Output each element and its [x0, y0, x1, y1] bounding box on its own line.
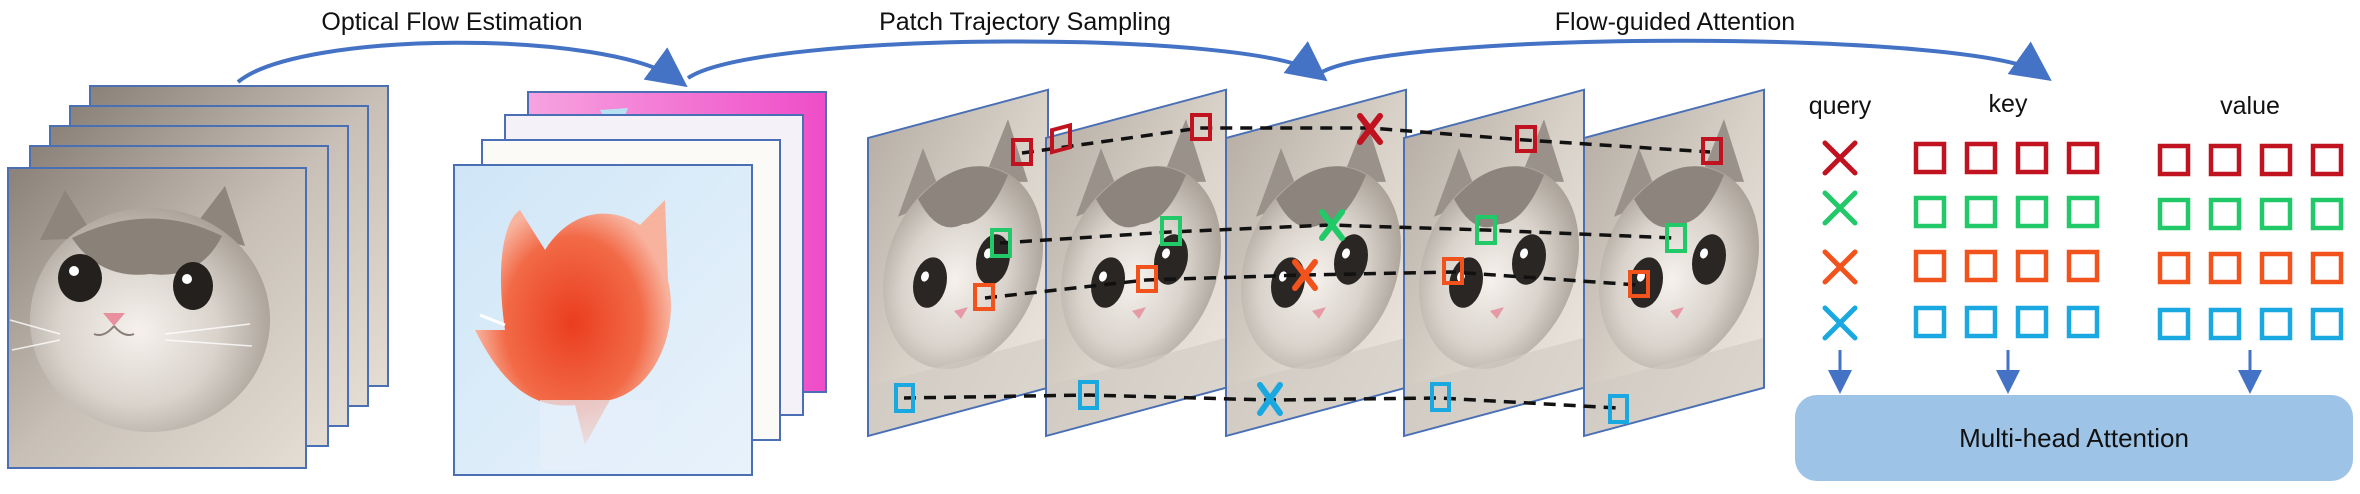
stage-label-trajectory-sampling: Patch Trajectory Sampling [879, 8, 1171, 36]
square-outline-icon [2310, 307, 2344, 341]
square-outline-icon [2259, 197, 2293, 231]
patch-orange [1628, 270, 1650, 298]
square-outline-icon [2066, 249, 2100, 283]
patch-orange [973, 283, 995, 311]
square-outline-icon [2310, 197, 2344, 231]
cross-icon [1257, 382, 1283, 416]
cross-icon [1822, 249, 1858, 285]
trajectory-frame [1045, 88, 1227, 438]
value-grid [2157, 143, 2344, 341]
square-outline-icon [1964, 141, 1998, 175]
square-outline-icon [2157, 251, 2191, 285]
input-frame-stack [7, 85, 389, 469]
patch-blue [1608, 394, 1629, 424]
square-outline-icon [2157, 307, 2191, 341]
square-outline-icon [2310, 143, 2344, 177]
square-outline-icon [2157, 143, 2191, 177]
square-outline-icon [2208, 143, 2242, 177]
square-outline-icon [2259, 307, 2293, 341]
patch-markers [894, 113, 1723, 424]
square-outline-icon [2066, 195, 2100, 229]
cross-icon [1822, 140, 1858, 176]
square-outline-icon [1964, 249, 1998, 283]
patch-orange [1442, 257, 1464, 285]
arrow-flow-attention [1321, 38, 2052, 81]
stage-label-flow-attention: Flow-guided Attention [1555, 8, 1795, 36]
key-grid [1913, 141, 2100, 339]
arrow-trajectory-sampling [686, 39, 1328, 82]
attention-input-arrows [1828, 350, 2262, 394]
patch-green [1160, 216, 1182, 246]
query-crosses [1257, 113, 1383, 416]
patch-red [1515, 125, 1537, 153]
square-outline-icon [2015, 141, 2049, 175]
square-outline-icon [2066, 305, 2100, 339]
cross-icon [1357, 113, 1383, 145]
square-outline-icon [2066, 141, 2100, 175]
cross-icon [1292, 259, 1318, 291]
square-outline-icon [1964, 305, 1998, 339]
multi-head-attention-block: Multi-head Attention [1795, 395, 2353, 481]
square-outline-icon [2259, 251, 2293, 285]
square-outline-icon [1913, 195, 1947, 229]
value-header: value [2220, 92, 2280, 120]
square-outline-icon [2015, 249, 2049, 283]
patch-red [1190, 113, 1212, 141]
square-outline-icon [2157, 197, 2191, 231]
square-outline-icon [2208, 197, 2242, 231]
square-outline-icon [2208, 307, 2242, 341]
square-outline-icon [2015, 305, 2049, 339]
square-outline-icon [1964, 195, 1998, 229]
cross-icon [1822, 305, 1858, 341]
stage-label-flow-estimation: Optical Flow Estimation [321, 8, 582, 36]
patch-squares [1050, 122, 1072, 155]
square-outline-icon [1913, 249, 1947, 283]
square-outline-icon [1913, 141, 1947, 175]
patch-blue [1078, 380, 1099, 410]
patch-blue [1430, 382, 1451, 412]
square-outline-icon [1913, 305, 1947, 339]
cross-icon [1319, 209, 1345, 241]
square-outline-icon [2208, 251, 2242, 285]
patch-red [1701, 137, 1723, 165]
cross-icon [1822, 190, 1858, 226]
multi-head-attention-label: Multi-head Attention [1959, 422, 2189, 453]
input-frame-front [7, 167, 307, 469]
patch-orange [1136, 265, 1158, 293]
square-outline-icon [2310, 251, 2344, 285]
query-column [1822, 140, 1858, 341]
arrow-flow-estimation [236, 40, 688, 88]
square-outline-icon [2259, 143, 2293, 177]
patch-blue [894, 383, 915, 413]
patch-green [1665, 223, 1687, 253]
query-header: query [1809, 92, 1872, 120]
trajectory-frame [1583, 88, 1765, 438]
square-outline-icon [2015, 195, 2049, 229]
key-header: key [1989, 90, 2028, 118]
trajectory-frames [867, 88, 1765, 438]
patch-green [990, 228, 1012, 258]
patch-red [1011, 138, 1033, 166]
flow-map-front [453, 164, 753, 476]
optical-flow-stack [453, 91, 827, 476]
patch-green [1475, 215, 1497, 245]
